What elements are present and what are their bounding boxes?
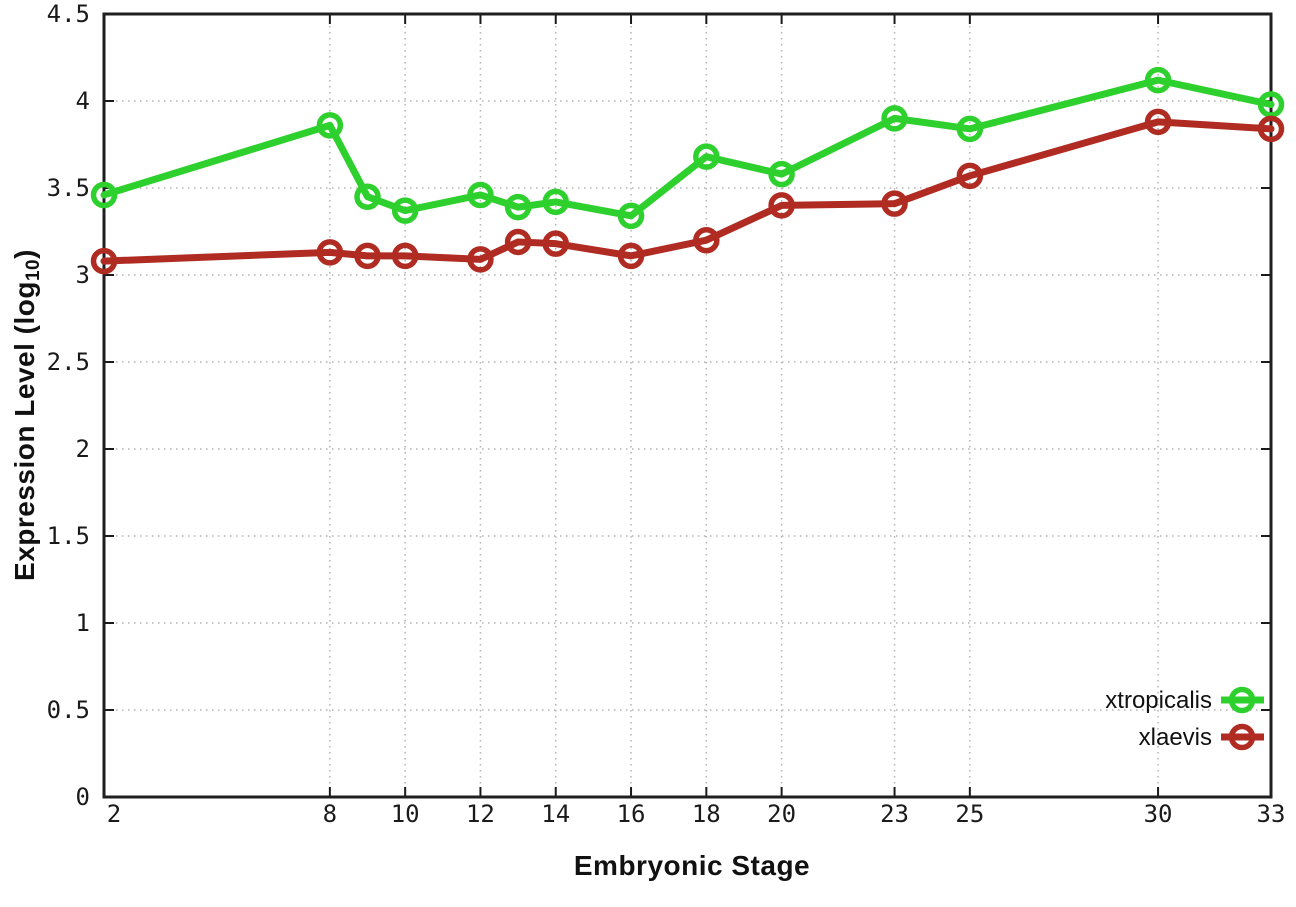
data-point-xlaevis: [542, 230, 569, 257]
legend-label-xlaevis: xlaevis: [1139, 724, 1212, 751]
data-point-xtropicalis: [693, 143, 720, 170]
x-tick-label: 2: [107, 800, 121, 828]
data-point-xlaevis: [316, 239, 344, 266]
data-point-xlaevis: [768, 192, 795, 219]
x-tick-label: 14: [541, 800, 570, 828]
plot-frame: [102, 12, 1273, 799]
data-point-xtropicalis: [90, 181, 118, 209]
data-point-xlaevis: [881, 190, 908, 217]
y-axis-title-suffix: ): [8, 249, 40, 259]
data-point-xlaevis: [1144, 108, 1172, 136]
data-point-xlaevis: [90, 247, 118, 275]
x-tick-label: 25: [955, 800, 984, 828]
legend-marker-xtropicalis: [1228, 686, 1256, 714]
y-tick-label: 2.5: [47, 348, 90, 376]
x-tick-label: 20: [767, 800, 796, 828]
data-point-xtropicalis: [1257, 91, 1285, 118]
y-tick-label: 1.5: [47, 522, 90, 550]
x-tick-label: 10: [391, 800, 420, 828]
y-tick-label: 3.5: [47, 174, 90, 202]
data-point-xtropicalis: [504, 193, 532, 221]
data-point-xtropicalis: [1144, 66, 1172, 94]
x-tick-label: 12: [466, 800, 495, 828]
data-point-xlaevis: [1257, 115, 1285, 143]
data-point-xtropicalis: [617, 202, 645, 230]
y-tick-label: 0.5: [47, 696, 90, 724]
y-tick-label: 4.5: [47, 0, 90, 28]
y-tick-label: 3: [76, 261, 90, 289]
x-tick-label: 18: [692, 800, 721, 828]
data-point-xlaevis: [504, 228, 532, 256]
data-point-xtropicalis: [956, 115, 984, 143]
x-tick-label: 30: [1144, 800, 1173, 828]
x-axis-title: Embryonic Stage: [573, 850, 811, 881]
legend-label-xtropicalis: xtropicalis: [1105, 687, 1212, 714]
data-point-xlaevis: [467, 246, 494, 273]
x-tick-label: 33: [1257, 800, 1286, 828]
data-point-xlaevis: [693, 226, 720, 254]
y-axis-title-main: Expression Level (log: [8, 281, 40, 581]
legend-marker-xlaevis: [1228, 723, 1256, 751]
y-tick-label: 2: [76, 435, 90, 463]
x-tick-label: 16: [617, 800, 646, 828]
y-tick-label: 0: [76, 783, 90, 811]
data-point-xtropicalis: [881, 105, 908, 132]
y-tick-label: 1: [76, 609, 90, 637]
x-tick-label: 23: [880, 800, 909, 828]
series-line-xlaevis: [100, 118, 1275, 265]
data-point-xtropicalis: [542, 188, 569, 216]
x-tick-label: 8: [323, 800, 337, 828]
y-axis-title: Expression Level (log10): [9, 249, 45, 581]
data-point-xlaevis: [391, 242, 419, 270]
data-point-xtropicalis: [467, 181, 494, 209]
data-point-xtropicalis: [316, 112, 344, 139]
data-point-xtropicalis: [768, 160, 795, 188]
data-point-xlaevis: [617, 242, 645, 270]
data-point-xlaevis: [354, 242, 381, 270]
y-tick-label: 4: [76, 87, 90, 115]
data-point-xlaevis: [956, 162, 984, 190]
data-point-xtropicalis: [391, 197, 419, 224]
y-axis-title-subscript: 10: [23, 258, 45, 282]
data-point-xtropicalis: [354, 183, 381, 210]
